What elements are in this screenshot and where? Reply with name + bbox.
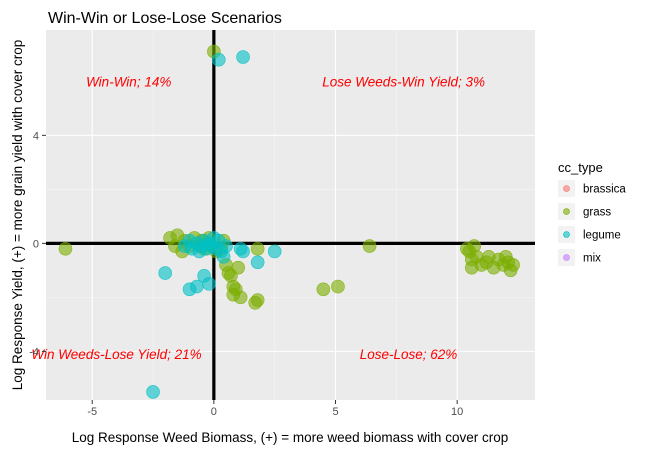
legend-label: brassica [583, 184, 626, 196]
data-point-grass [234, 291, 247, 304]
x-tick-label: 10 [451, 406, 463, 418]
y-tick-label: 4 [33, 130, 39, 142]
data-point-grass [507, 258, 520, 271]
chart-title: Win-Win or Lose-Lose Scenarios [48, 10, 282, 27]
y-tick-label: -4 [29, 346, 39, 358]
legend-label: grass [583, 207, 611, 219]
data-point-legume [147, 385, 160, 398]
legend-item-mix: mix [558, 249, 601, 266]
quadrant-label: Win-Win; 14% [86, 74, 171, 89]
data-point-legume [251, 256, 264, 269]
x-tick-label: 0 [211, 406, 217, 418]
data-point-grass [59, 242, 72, 255]
legend-swatch [564, 232, 570, 238]
x-axis-label: Log Response Weed Biomass, (+) = more we… [72, 430, 508, 445]
legend-swatch [564, 186, 570, 192]
data-point-legume [237, 245, 250, 258]
data-point-legume [212, 53, 225, 66]
legend-label: legume [583, 230, 621, 242]
data-point-grass [251, 242, 264, 255]
data-point-legume [159, 267, 172, 280]
legend-item-legume: legume [558, 226, 621, 243]
legend: cc_type brassica grass legume mix [558, 160, 626, 266]
data-point-legume [217, 250, 230, 263]
legend-item-grass: grass [558, 203, 611, 220]
data-point-grass [331, 280, 344, 293]
data-point-legume [268, 245, 281, 258]
quadrant-label: Lose Weeds-Win Yield; 3% [322, 74, 485, 89]
legend-swatch [564, 209, 570, 215]
legend-label: mix [583, 253, 601, 265]
data-point-grass [251, 294, 264, 307]
quadrant-label: Win Weeds-Lose Yield; 21% [31, 347, 201, 362]
y-tick-label: 0 [33, 238, 39, 250]
data-point-legume [237, 51, 250, 64]
y-axis-label: Log Response Yield, (+) = more grain yie… [10, 40, 25, 390]
data-point-grass [363, 240, 376, 253]
quadrant-label: Lose-Lose; 62% [360, 347, 458, 362]
legend-title: cc_type [558, 160, 603, 175]
data-point-legume [203, 277, 216, 290]
legend-swatch [564, 255, 570, 261]
data-point-grass [317, 283, 330, 296]
data-point-legume [190, 280, 203, 293]
legend-item-brassica: brassica [558, 180, 626, 197]
x-tick-label: -5 [87, 406, 97, 418]
data-point-grass [232, 261, 245, 274]
legend-items: brassica grass legume mix [558, 180, 626, 266]
x-tick-label: 5 [332, 406, 338, 418]
